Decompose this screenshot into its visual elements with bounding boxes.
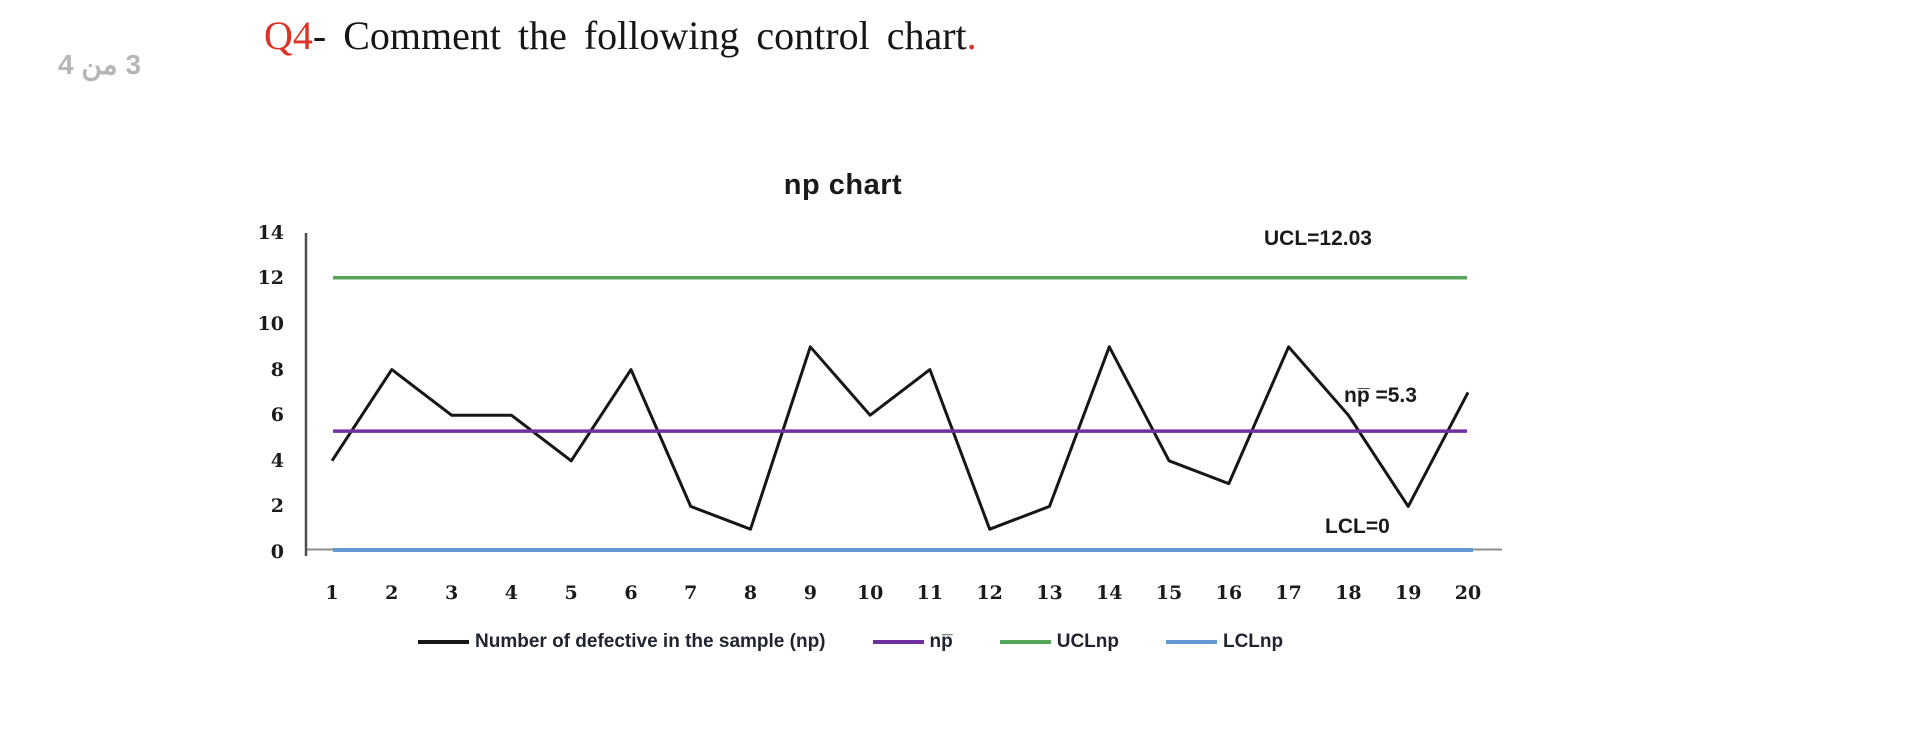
x-tick-label: 19 — [1394, 582, 1422, 604]
y-tick-label: 14 — [257, 221, 284, 244]
legend-item-uclnp: UCLnp — [999, 631, 1119, 653]
y-tick-label: 2 — [270, 495, 284, 518]
x-tick-label: 18 — [1335, 582, 1362, 604]
y-tick-label: 8 — [270, 358, 284, 381]
x-tick-label: 3 — [444, 582, 459, 604]
question-number: Q4 — [264, 13, 313, 58]
lcl-annotation: LCL=0 — [1325, 515, 1390, 538]
legend-item-lclnp: LCLnp — [1165, 631, 1284, 653]
question-heading: Q4- Comment the following control chart. — [264, 12, 977, 59]
chart-title: np chart — [783, 169, 903, 201]
lclnp-line-swatch — [1165, 640, 1217, 644]
x-tick-label: 4 — [504, 582, 518, 604]
y-tick-label: 12 — [257, 267, 284, 290]
np-series-line-swatch — [418, 640, 469, 644]
x-tick-label: 16 — [1215, 582, 1243, 604]
x-tick-label: 7 — [684, 582, 698, 604]
x-tick-label: 1 — [325, 582, 339, 604]
x-tick-label: 10 — [856, 582, 884, 604]
y-tick-label: 0 — [270, 541, 284, 563]
legend-label: Number of defective in the sample (np) — [475, 631, 826, 652]
uclnp-line-swatch — [999, 640, 1051, 644]
npbar-line-swatch — [872, 640, 924, 644]
ucl-annotation: UCL=12.03 — [1264, 227, 1372, 250]
x-tick-label: 17 — [1275, 582, 1302, 604]
y-tick-label: 6 — [270, 404, 284, 427]
x-tick-label: 2 — [385, 582, 399, 604]
y-tick-label: 10 — [257, 313, 284, 335]
x-tick-label: 11 — [916, 582, 944, 604]
x-tick-label: 12 — [976, 582, 1003, 604]
legend-label: LCLnp — [1222, 631, 1284, 652]
x-tick-label: 14 — [1096, 582, 1123, 604]
legend-item-npbar: np̅ — [872, 631, 953, 653]
legend-label: np̅ — [929, 631, 953, 652]
x-tick-label: 13 — [1036, 582, 1063, 604]
center-line-annotation: np̅ =5.3 — [1344, 384, 1417, 407]
x-tick-label: 8 — [743, 582, 758, 604]
x-tick-label: 15 — [1155, 582, 1183, 604]
x-tick-label: 6 — [624, 582, 638, 604]
question-period: . — [966, 13, 977, 58]
x-tick-label: 20 — [1454, 582, 1482, 604]
x-tick-label: 5 — [564, 582, 578, 604]
chart-legend: Number of defective in the sample (np) n… — [418, 631, 1283, 653]
y-tick-label: 4 — [270, 449, 284, 472]
np-data-line — [330, 345, 1470, 531]
question-text: - Comment the following control chart — [312, 13, 967, 58]
x-tick-label: 9 — [803, 582, 817, 604]
page-number-indicator: 3 من 4 — [58, 49, 142, 80]
legend-item-np-series: Number of defective in the sample (np) — [418, 631, 826, 653]
legend-label: UCLnp — [1056, 631, 1119, 652]
